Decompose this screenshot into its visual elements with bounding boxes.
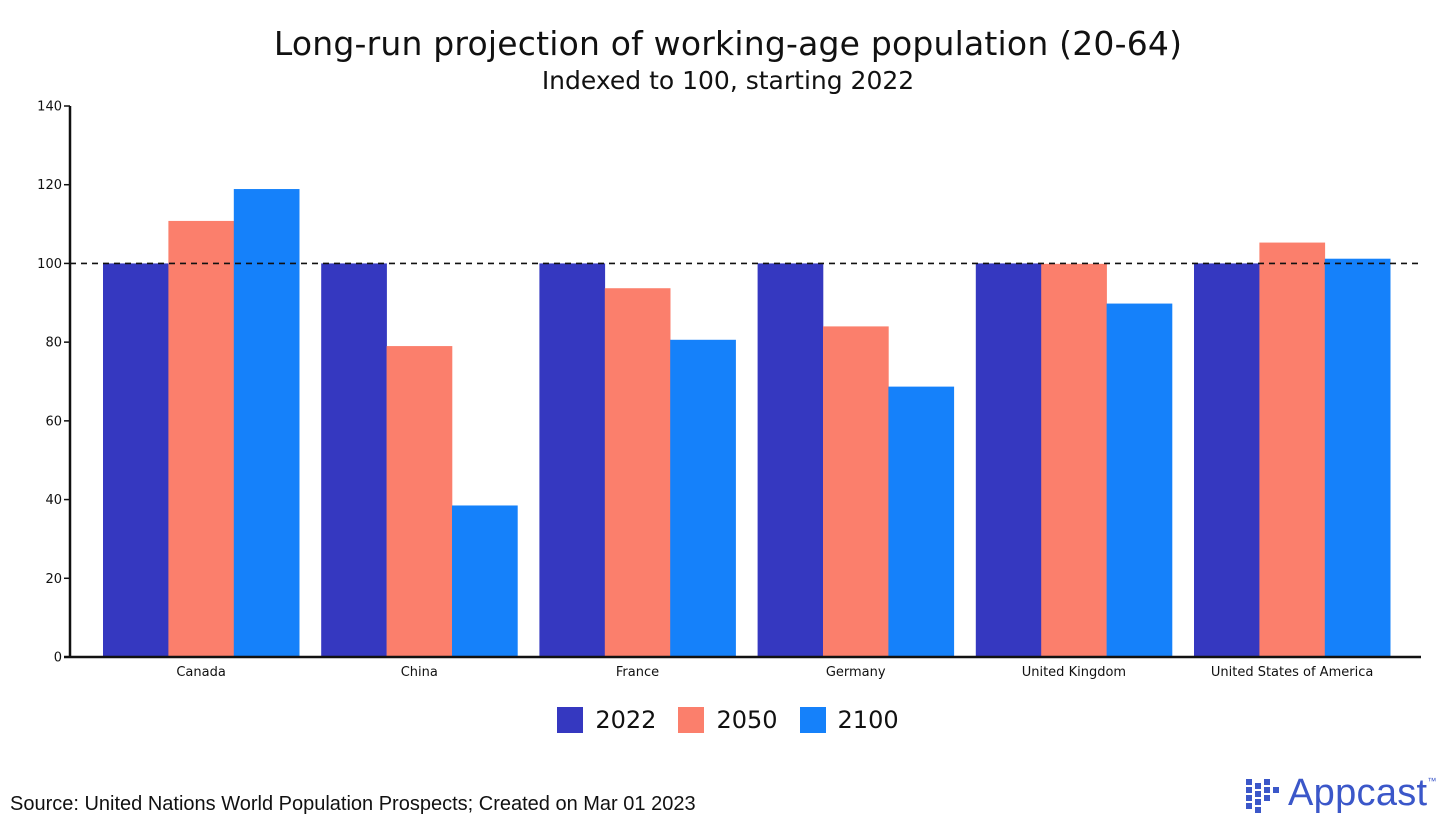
- legend-label: 2100: [837, 706, 899, 734]
- x-tick-label: Canada: [176, 665, 225, 680]
- bar-2100-china: [452, 505, 518, 657]
- legend-item-2100: 2100: [799, 706, 899, 734]
- legend-item-2022: 2022: [557, 706, 656, 734]
- bar-2100-germany: [888, 386, 955, 657]
- y-tick-label: 100: [37, 257, 62, 272]
- legend-item-2050: 2050: [678, 706, 778, 734]
- y-tick-label: 40: [45, 493, 62, 508]
- bar-2050-united-states-of-america: [1259, 242, 1326, 658]
- y-axis-ticks: 0 20 40 60 80 100 120 140: [37, 100, 70, 666]
- x-tick-label: Germany: [826, 665, 886, 680]
- legend-label: 2050: [716, 706, 778, 734]
- y-tick-label: 140: [37, 100, 62, 115]
- bar-2022-united-states-of-america: [1194, 263, 1260, 657]
- bar-2100-france: [670, 339, 736, 657]
- legend-swatch: [678, 707, 705, 733]
- bars: [103, 189, 1391, 658]
- legend-label: 2022: [595, 706, 657, 734]
- logo-text: Appcast: [1288, 772, 1428, 814]
- x-axis-labels: Canada China France Germany United Kingdom Un…: [176, 665, 1373, 680]
- source-note: Source: United Nations World Population …: [10, 793, 696, 815]
- appcast-logo-icon: [1246, 778, 1279, 813]
- chart-subtitle: Indexed to 100, starting 2022: [541, 66, 915, 95]
- bar-2100-united-kingdom: [1106, 303, 1173, 657]
- y-tick-label: 80: [45, 336, 62, 351]
- bar-chart: 0 20 40 60 80 100 120 140 Canada China France Germ…: [37, 100, 1421, 680]
- bar-2050-china: [386, 346, 453, 657]
- y-tick-label: 0: [54, 651, 62, 666]
- bar-2022-canada: [103, 263, 169, 657]
- bar-2050-germany: [823, 326, 889, 657]
- bar-2022-germany: [757, 263, 824, 657]
- legend-swatch: [557, 707, 584, 733]
- x-tick-label: China: [401, 665, 438, 680]
- bar-2050-france: [604, 288, 671, 657]
- legend-swatch: [799, 707, 826, 733]
- chart-title: Long-run projection of working-age popul…: [273, 24, 1183, 63]
- logo-trademark: ™: [1427, 776, 1437, 786]
- bar-2100-canada: [233, 189, 300, 657]
- x-tick-label: France: [616, 665, 659, 680]
- bar-2022-united-kingdom: [975, 263, 1042, 657]
- bar-2022-china: [321, 263, 387, 657]
- bar-2022-france: [539, 263, 606, 657]
- bar-2050-united-kingdom: [1041, 263, 1107, 657]
- bar-2100-united-states-of-america: [1324, 258, 1391, 657]
- y-tick-label: 120: [37, 178, 62, 193]
- legend: 2022 2050 2100: [0, 706, 1456, 734]
- bar-2050-canada: [168, 220, 235, 657]
- x-tick-label: United States of America: [1211, 665, 1373, 680]
- x-tick-label: United Kingdom: [1022, 665, 1126, 680]
- y-tick-label: 20: [45, 572, 62, 587]
- y-tick-label: 60: [45, 414, 62, 429]
- appcast-logo: Appcast ™: [1246, 772, 1436, 815]
